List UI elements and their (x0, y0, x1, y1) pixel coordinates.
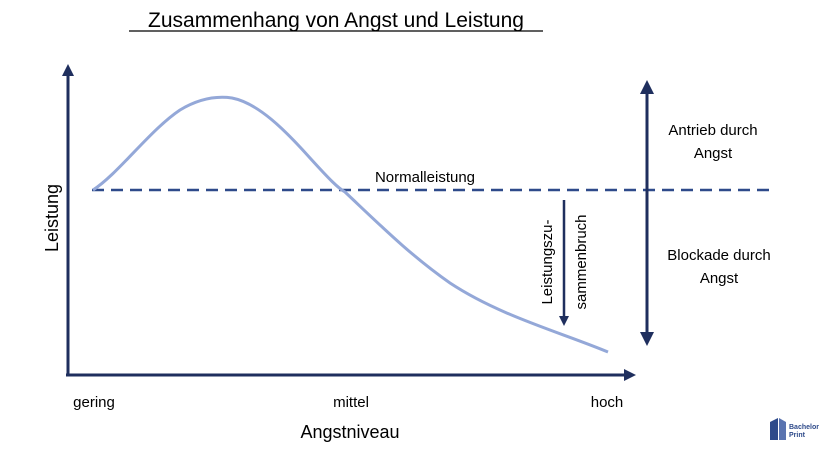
range-arrow-top-head (640, 80, 654, 94)
logo-line1: Bachelor (789, 424, 819, 431)
logo-line2: Print (789, 432, 806, 439)
block-label-line2: Angst (700, 270, 739, 287)
bachelor-print-logo: Bachelor Print (770, 418, 819, 440)
range-arrow-bottom-head (640, 332, 654, 346)
x-axis-arrowhead (624, 369, 636, 381)
x-tick-mittel: mittel (333, 394, 369, 411)
logo-book-icon (770, 418, 778, 440)
x-tick-gering: gering (73, 394, 115, 411)
performance-curve (92, 95, 609, 354)
diagram-title: Zusammenhang von Angst und Leistung (148, 9, 524, 32)
x-tick-hoch: hoch (591, 394, 624, 411)
normal-performance-label: Normalleistung (375, 169, 475, 186)
drive-label-line1: Antrieb durch (668, 122, 757, 139)
collapse-label-line1: Leistungszu- (539, 219, 556, 304)
x-axis-title: Angstniveau (300, 422, 399, 442)
collapse-label-line2: sammenbruch (573, 214, 590, 309)
block-label-line1: Blockade durch (667, 247, 770, 264)
drive-label-line2: Angst (694, 145, 733, 162)
y-axis-title: Leistung (42, 184, 62, 252)
collapse-arrowhead (559, 316, 569, 326)
y-axis-arrowhead (62, 64, 74, 76)
